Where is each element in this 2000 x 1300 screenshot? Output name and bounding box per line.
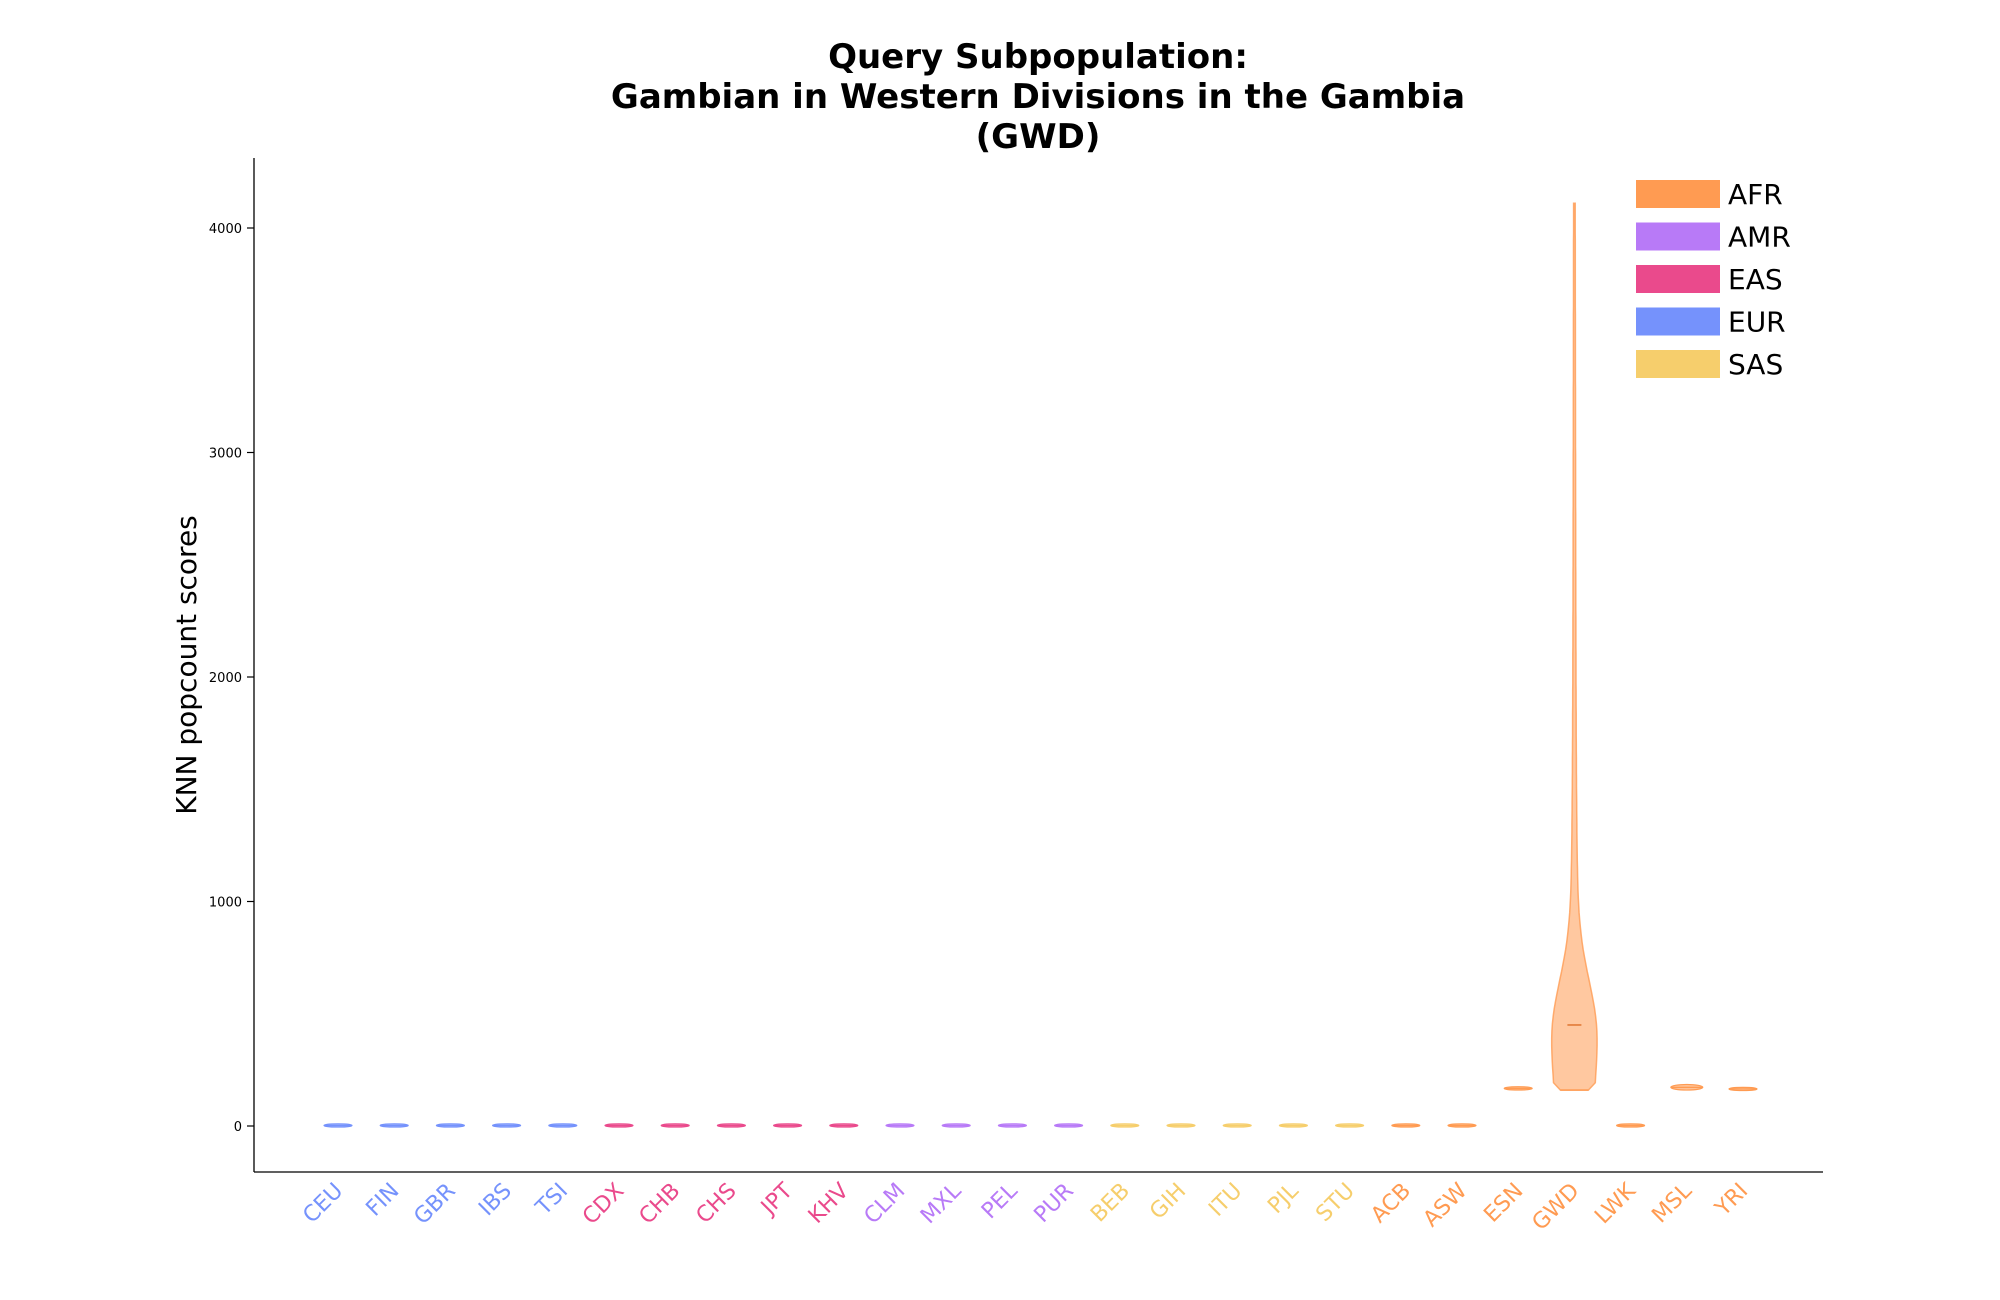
legend-swatch: [1636, 350, 1720, 378]
legend-label: AFR: [1728, 178, 1783, 211]
legend: AFR AMR EAS EUR SAS: [1636, 178, 1791, 381]
legend-item-eur: EUR: [1636, 306, 1786, 339]
violin-gbr: [435, 1123, 465, 1128]
y-axis-ticks: 0 1000 2000 3000 4000: [209, 222, 254, 1135]
legend-item-eas: EAS: [1636, 263, 1783, 296]
violin-ibs: [492, 1123, 522, 1128]
violin-yri: [1728, 1086, 1758, 1092]
violin-ceu: [323, 1123, 353, 1128]
violin-cdx: [604, 1123, 634, 1128]
x-tick-label: STU: [1311, 1179, 1359, 1227]
x-axis-ticks: CEU FIN GBR IBS TSI CDX CHB CHS JPT KHV CLM MXL PEL P…: [298, 1178, 1753, 1236]
x-tick-label: KHV: [804, 1179, 854, 1229]
x-tick-label: PEL: [977, 1178, 1023, 1224]
legend-swatch: [1636, 265, 1720, 293]
y-tick-label: 4000: [209, 222, 242, 237]
violin-itu: [1222, 1123, 1252, 1128]
violin-asw: [1447, 1123, 1477, 1128]
x-tick-label: GIH: [1145, 1179, 1191, 1225]
x-tick-label: ESN: [1479, 1179, 1528, 1228]
x-tick-label: YRI: [1710, 1179, 1753, 1222]
y-tick-label: 0: [234, 1120, 242, 1135]
violin-mxl: [941, 1123, 971, 1128]
y-tick-label: 3000: [209, 447, 242, 462]
violin-body: [1550, 202, 1598, 1091]
x-tick-label: ACB: [1366, 1179, 1416, 1229]
violin-pur: [1053, 1123, 1084, 1128]
violin-fin: [379, 1123, 409, 1128]
violin-acb: [1391, 1123, 1421, 1128]
violin-chs: [716, 1123, 747, 1128]
legend-label: SAS: [1728, 348, 1783, 381]
violin-chb: [660, 1123, 690, 1128]
x-tick-label: ITU: [1204, 1179, 1247, 1222]
legend-item-sas: SAS: [1636, 348, 1783, 381]
violin-msl: [1670, 1083, 1704, 1091]
legend-item-afr: AFR: [1636, 178, 1783, 211]
x-tick-label: MXL: [916, 1178, 967, 1229]
violin-lwk: [1615, 1123, 1646, 1128]
legend-swatch: [1636, 307, 1720, 336]
y-tick-label: 1000: [209, 896, 242, 911]
x-tick-label: PUR: [1030, 1179, 1079, 1228]
x-tick-label: ASW: [1419, 1178, 1473, 1232]
violin-clm: [885, 1123, 915, 1128]
y-axis-label: KNN popcount scores: [170, 515, 203, 815]
x-tick-label: BEB: [1086, 1179, 1135, 1228]
violin-gih: [1166, 1123, 1196, 1128]
violin-tsi: [548, 1123, 578, 1128]
legend-item-amr: AMR: [1636, 221, 1791, 254]
y-tick-label: 2000: [209, 671, 242, 686]
legend-swatch: [1636, 222, 1720, 251]
legend-swatch: [1636, 180, 1720, 208]
legend-label: EAS: [1728, 263, 1783, 296]
legend-label: EUR: [1728, 306, 1786, 339]
x-tick-label: TSI: [531, 1179, 573, 1221]
x-tick-label: GWD: [1528, 1179, 1585, 1236]
legend-label: AMR: [1728, 221, 1791, 254]
x-tick-label: FIN: [362, 1179, 405, 1222]
x-tick-label: PJL: [1263, 1178, 1304, 1219]
violin-khv: [829, 1123, 859, 1128]
chart-title-line-3: (GWD): [976, 117, 1101, 157]
x-tick-label: GBR: [409, 1179, 460, 1230]
x-tick-label: IBS: [474, 1179, 517, 1222]
violin-esn: [1503, 1086, 1533, 1091]
violin-gwd: [1550, 202, 1598, 1091]
x-tick-label: CHB: [635, 1179, 686, 1230]
x-tick-label: LWK: [1590, 1178, 1641, 1229]
violin-pjl: [1278, 1123, 1309, 1128]
x-tick-label: MSL: [1647, 1178, 1697, 1228]
chart-title: Query Subpopulation: Gambian in Western …: [611, 37, 1465, 157]
x-tick-label: CDX: [578, 1179, 629, 1230]
violin-pel: [997, 1123, 1028, 1128]
violin-jpt: [772, 1123, 803, 1128]
x-tick-label: CHS: [692, 1179, 742, 1229]
x-tick-label: CLM: [860, 1179, 911, 1230]
x-tick-label: JPT: [755, 1178, 798, 1221]
x-tick-label: CEU: [298, 1179, 348, 1229]
violins: [323, 202, 1758, 1128]
chart-title-line-1: Query Subpopulation:: [828, 37, 1248, 77]
violin-beb: [1110, 1123, 1140, 1128]
violin-stu: [1334, 1123, 1365, 1128]
chart-title-line-2: Gambian in Western Divisions in the Gamb…: [611, 77, 1465, 117]
